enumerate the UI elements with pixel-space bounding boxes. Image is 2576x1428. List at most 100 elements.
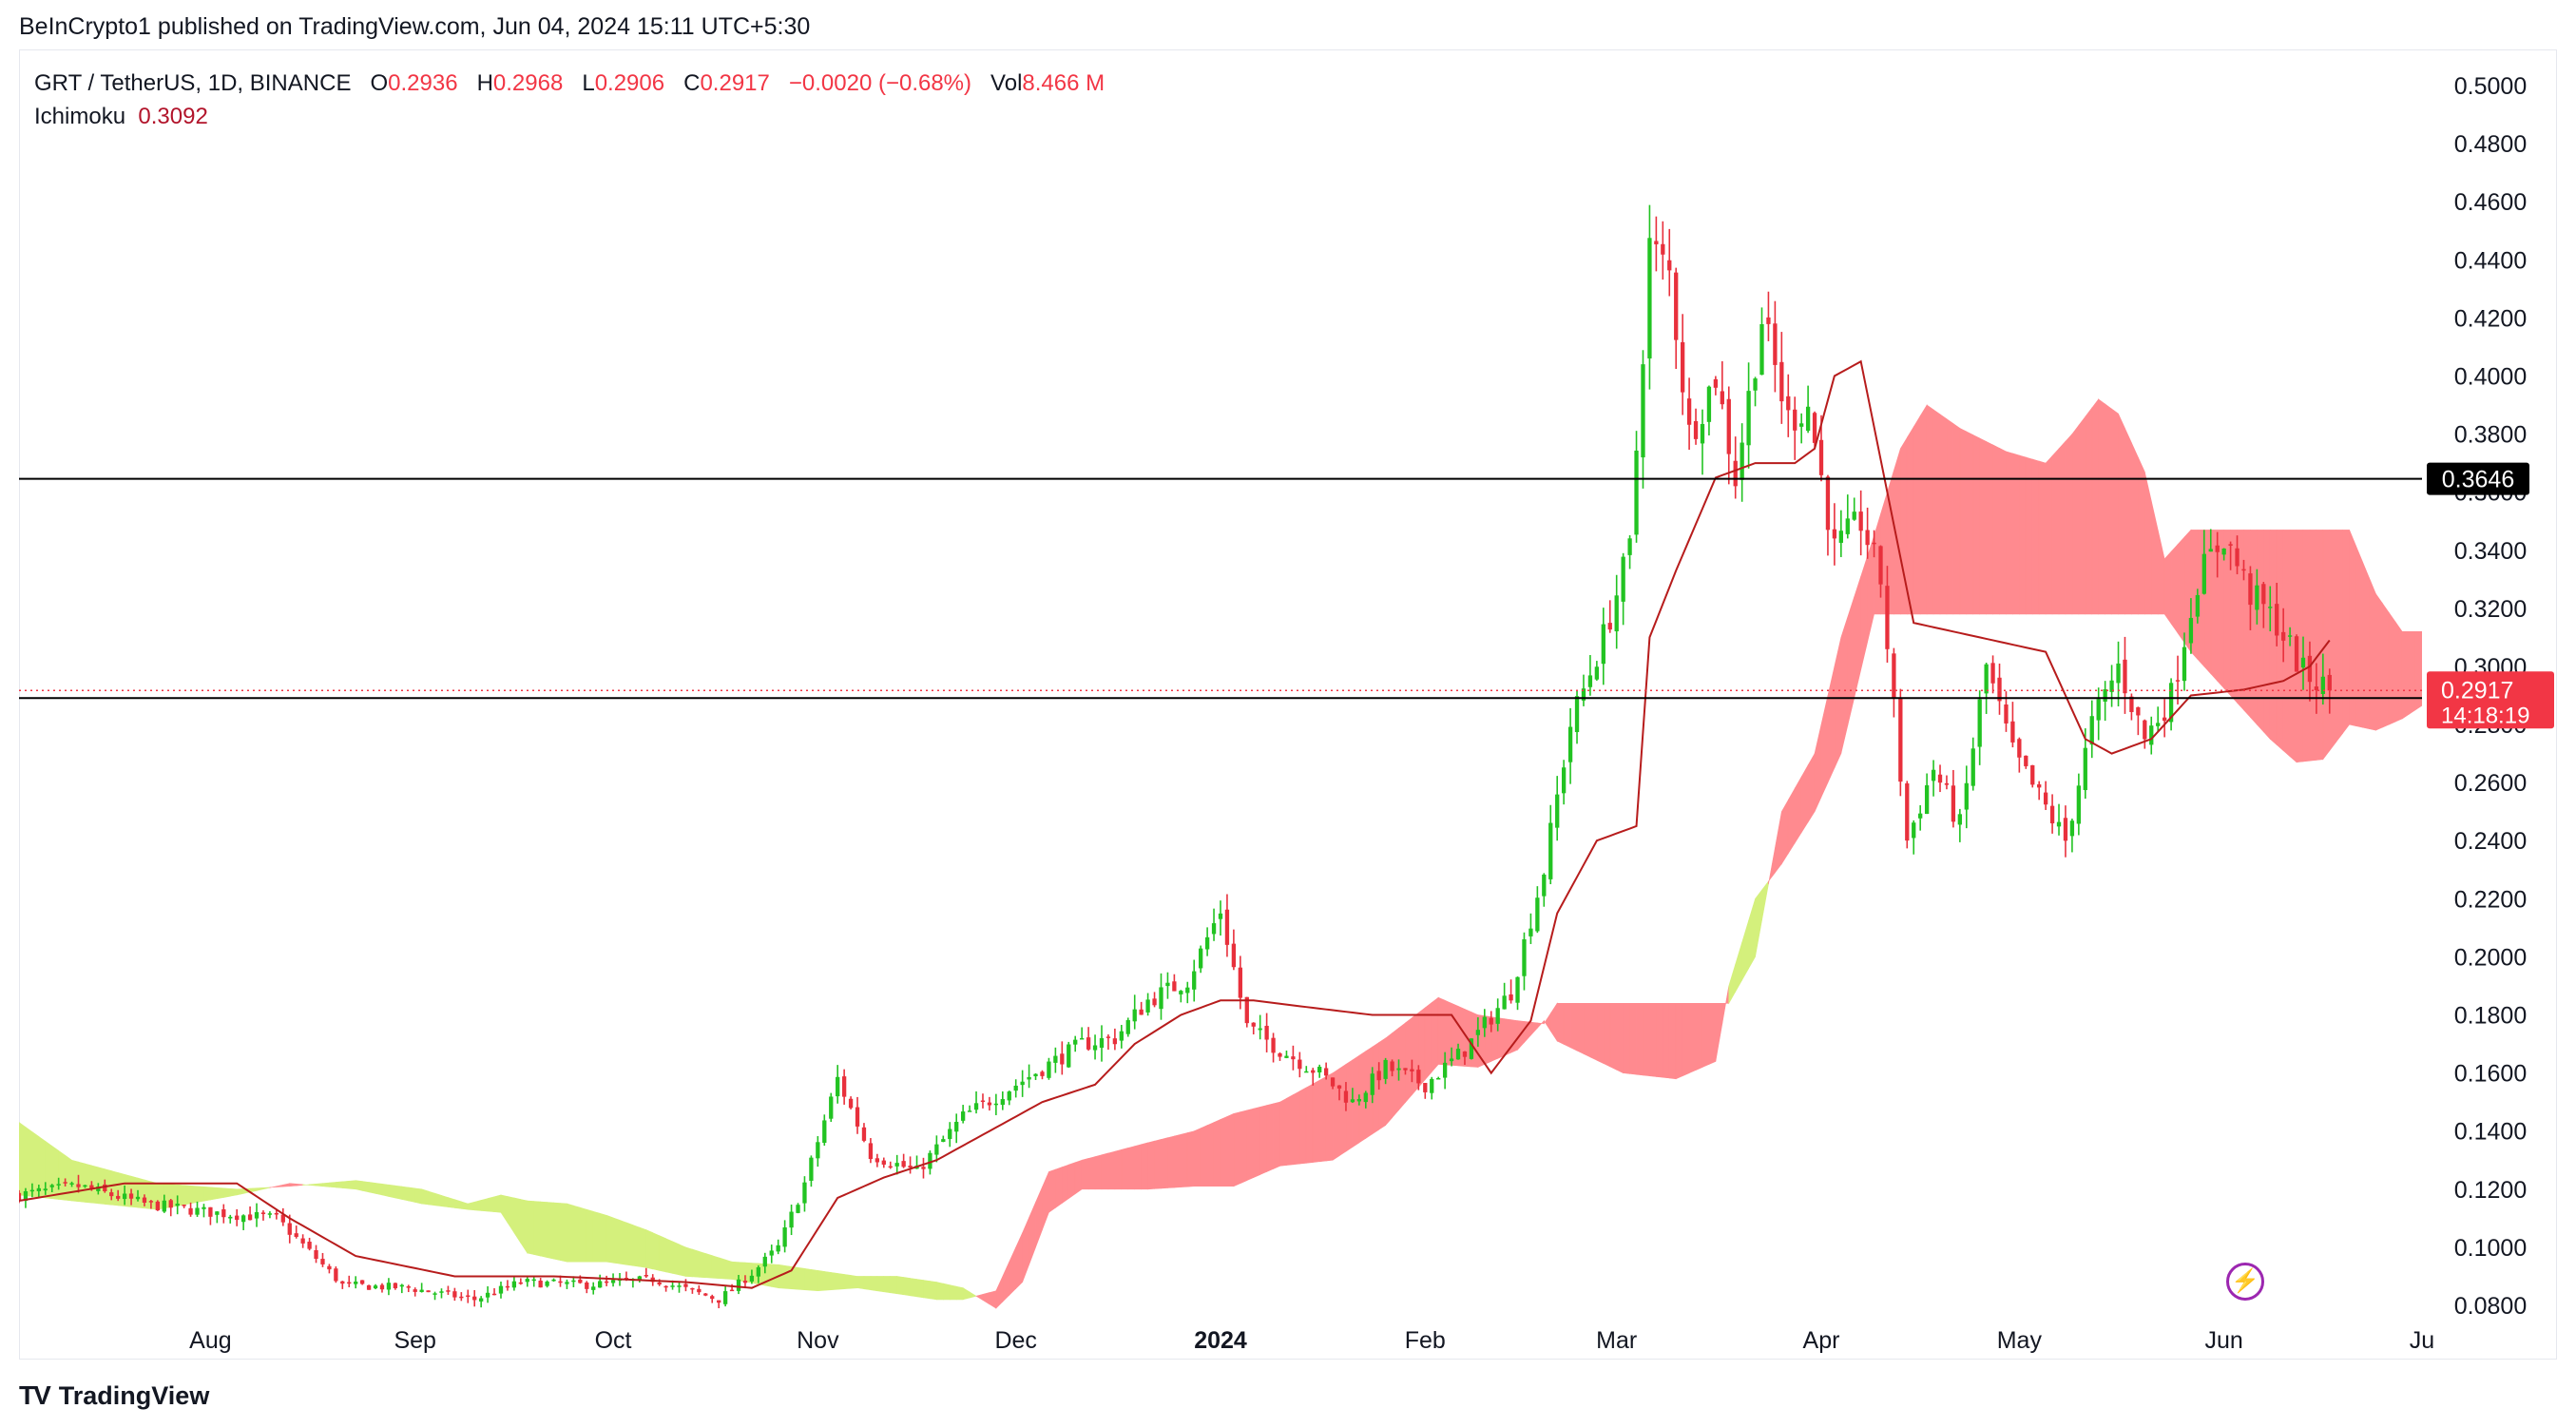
candle-up[interactable]: [967, 1110, 972, 1112]
candle-up[interactable]: [1007, 1091, 1011, 1101]
candle-up[interactable]: [122, 1193, 127, 1200]
candle-up[interactable]: [776, 1245, 780, 1252]
candle-down[interactable]: [710, 1296, 715, 1300]
candle-down[interactable]: [142, 1197, 147, 1204]
candle-down[interactable]: [2215, 545, 2220, 552]
candle-up[interactable]: [1706, 386, 1712, 422]
candle-up[interactable]: [610, 1280, 616, 1283]
candle-down[interactable]: [2248, 573, 2253, 606]
candle-up[interactable]: [670, 1285, 675, 1287]
candle-down[interactable]: [1905, 782, 1910, 841]
candle-down[interactable]: [657, 1283, 662, 1285]
candle-up[interactable]: [1587, 675, 1593, 687]
candle-down[interactable]: [1997, 677, 2002, 702]
candle-down[interactable]: [1951, 785, 1956, 822]
candle-up[interactable]: [399, 1284, 404, 1287]
candle-down[interactable]: [1323, 1068, 1329, 1076]
candle-down[interactable]: [921, 1167, 926, 1169]
candle-down[interactable]: [1686, 398, 1692, 425]
candle-down[interactable]: [1898, 698, 1903, 782]
candle-down[interactable]: [393, 1283, 398, 1289]
candle-down[interactable]: [459, 1296, 464, 1299]
candle-up[interactable]: [973, 1103, 979, 1110]
candle-up[interactable]: [1370, 1073, 1375, 1095]
candle-down[interactable]: [703, 1293, 708, 1296]
candle-up[interactable]: [1179, 991, 1183, 994]
candle-up[interactable]: [782, 1226, 787, 1247]
candle-down[interactable]: [314, 1250, 318, 1260]
candle-down[interactable]: [663, 1285, 668, 1288]
candle-up[interactable]: [1449, 1058, 1454, 1062]
candle-up[interactable]: [762, 1256, 767, 1267]
candle-down[interactable]: [148, 1201, 154, 1203]
candle-up[interactable]: [1931, 769, 1936, 782]
candle-up[interactable]: [1185, 987, 1190, 994]
candle-up[interactable]: [43, 1188, 48, 1191]
candle-down[interactable]: [2010, 721, 2015, 743]
candle-down[interactable]: [2314, 686, 2319, 691]
candle-down[interactable]: [1231, 943, 1237, 968]
candle-up[interactable]: [2056, 821, 2062, 827]
candle-down[interactable]: [1416, 1070, 1421, 1084]
candle-down[interactable]: [1298, 1059, 1302, 1070]
candle-up[interactable]: [749, 1275, 755, 1282]
candle-down[interactable]: [188, 1207, 193, 1215]
candle-down[interactable]: [274, 1212, 279, 1215]
candle-down[interactable]: [2129, 696, 2134, 712]
candle-up[interactable]: [511, 1281, 517, 1288]
candle-up[interactable]: [1984, 664, 1989, 694]
candle-down[interactable]: [518, 1282, 523, 1284]
lightning-icon[interactable]: ⚡: [2226, 1263, 2264, 1301]
candle-up[interactable]: [56, 1184, 61, 1186]
candle-up[interactable]: [1977, 699, 1982, 747]
candle-down[interactable]: [1892, 653, 1896, 699]
candle-down[interactable]: [1779, 361, 1784, 402]
candle-up[interactable]: [1047, 1061, 1051, 1078]
candle-up[interactable]: [1799, 423, 1804, 427]
candle-down[interactable]: [1674, 272, 1679, 340]
candle-down[interactable]: [1858, 511, 1863, 531]
candle-up[interactable]: [96, 1187, 101, 1191]
candle-up[interactable]: [1396, 1068, 1401, 1071]
candle-down[interactable]: [1139, 1009, 1144, 1015]
candle-down[interactable]: [1330, 1077, 1336, 1087]
candle-down[interactable]: [558, 1281, 563, 1283]
candle-down[interactable]: [1423, 1083, 1428, 1092]
candle-down[interactable]: [1786, 396, 1791, 411]
candle-up[interactable]: [1067, 1044, 1071, 1068]
candle-up[interactable]: [1482, 1016, 1487, 1029]
candle-down[interactable]: [2294, 636, 2299, 672]
candle-up[interactable]: [1455, 1049, 1461, 1060]
candle-down[interactable]: [2281, 631, 2286, 641]
candle-up[interactable]: [1542, 874, 1547, 897]
candle-up[interactable]: [1363, 1092, 1368, 1103]
candle-up[interactable]: [1535, 897, 1540, 932]
candle-up[interactable]: [1970, 748, 1975, 786]
candle-down[interactable]: [221, 1208, 226, 1218]
candle-up[interactable]: [1561, 767, 1567, 794]
candle-down[interactable]: [1654, 241, 1659, 244]
candle-up[interactable]: [1258, 1028, 1262, 1031]
candle-down[interactable]: [2004, 704, 2009, 724]
candle-down[interactable]: [2162, 717, 2167, 722]
candle-up[interactable]: [1145, 999, 1150, 1013]
candle-up[interactable]: [1350, 1099, 1355, 1103]
candle-down[interactable]: [1376, 1071, 1381, 1081]
candle-down[interactable]: [2024, 755, 2028, 766]
candle-up[interactable]: [135, 1196, 141, 1200]
candle-up[interactable]: [1469, 1038, 1474, 1059]
candle-up[interactable]: [162, 1200, 166, 1212]
symbol-label[interactable]: GRT / TetherUS, 1D, BINANCE: [34, 70, 352, 96]
candle-up[interactable]: [1165, 982, 1170, 987]
candle-down[interactable]: [334, 1268, 338, 1282]
candle-up[interactable]: [829, 1096, 834, 1119]
candle-up[interactable]: [2221, 548, 2226, 555]
candle-up[interactable]: [802, 1182, 807, 1204]
candle-up[interactable]: [1218, 913, 1223, 919]
candle-up[interactable]: [386, 1283, 392, 1290]
candle-down[interactable]: [155, 1201, 160, 1211]
candle-down[interactable]: [294, 1233, 298, 1237]
candle-up[interactable]: [565, 1282, 569, 1284]
candle-down[interactable]: [1885, 586, 1890, 649]
candle-down[interactable]: [1060, 1053, 1065, 1065]
